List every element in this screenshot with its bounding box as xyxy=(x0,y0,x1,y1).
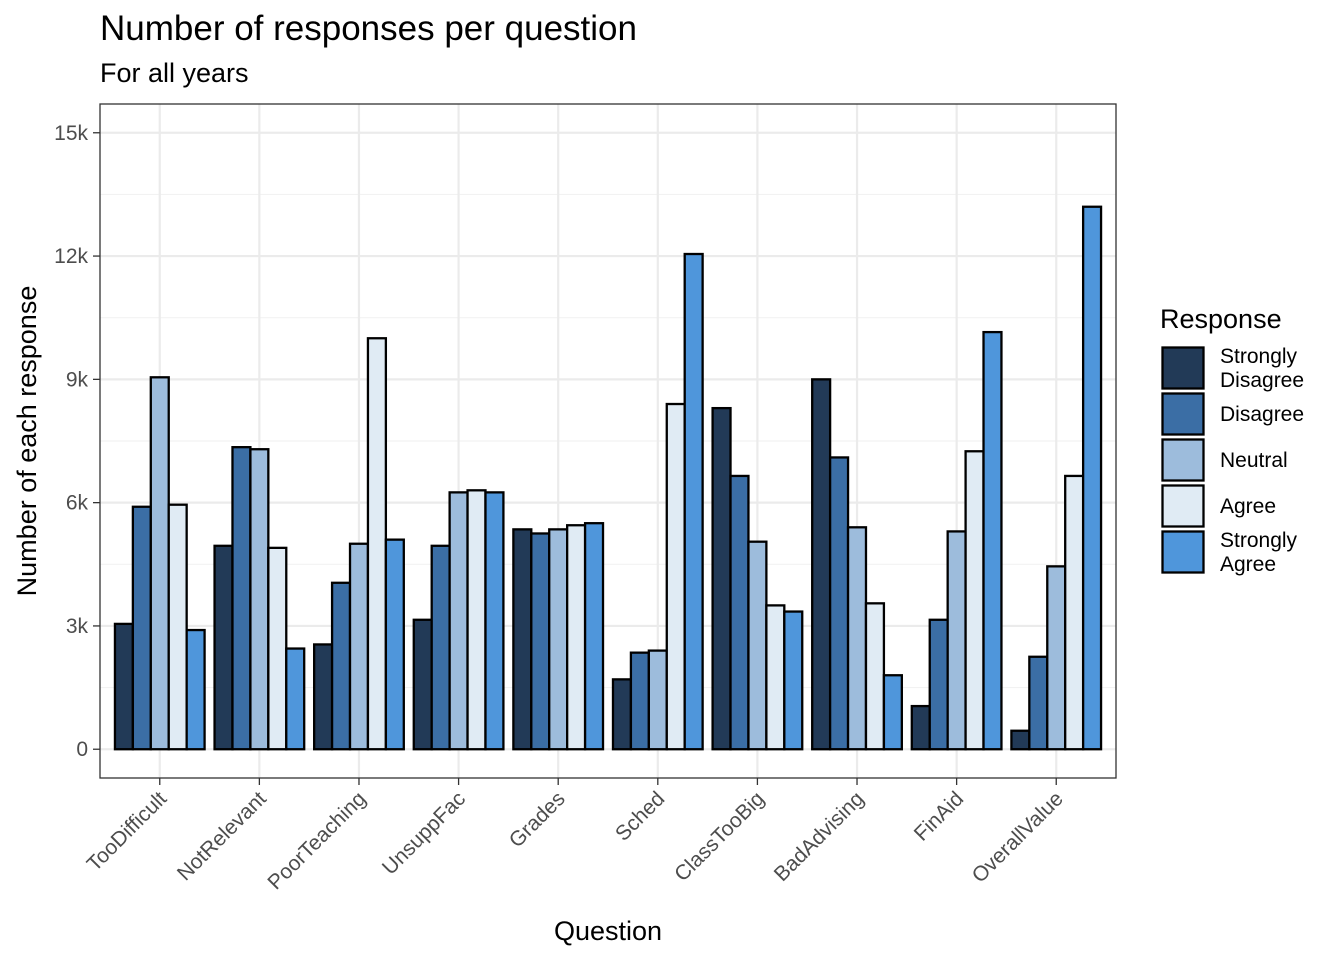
bar-poorteaching-agree xyxy=(366,337,388,751)
bar-sched-strongly-disagree xyxy=(611,678,633,751)
x-tick-label: FinAid xyxy=(910,787,968,845)
bar-poorteaching-disagree xyxy=(330,581,352,751)
bar-toodifficult-neutral xyxy=(149,376,170,751)
legend-label-strongly-agree: Agree xyxy=(1220,553,1276,576)
bar-unsuppfac-disagree xyxy=(430,544,451,751)
bar-overallvalue-strongly-disagree xyxy=(1010,729,1031,751)
bar-notrelevant-strongly-disagree xyxy=(213,544,234,751)
x-tick-label: UnsuppFac xyxy=(378,787,470,879)
legend-title: Response xyxy=(1160,304,1282,334)
bar-overallvalue-strongly-agree xyxy=(1081,205,1103,751)
bar-finaid-agree xyxy=(964,450,985,751)
bar-poorteaching-neutral xyxy=(348,542,370,751)
bar-badadvising-neutral xyxy=(846,526,868,751)
bar-badadvising-agree xyxy=(864,602,886,751)
legend-label-agree: Agree xyxy=(1220,495,1276,518)
chart-subtitle: For all years xyxy=(100,58,249,88)
x-tick-label: ClassTooBig xyxy=(670,787,769,886)
bar-classtoobig-strongly-disagree xyxy=(711,406,732,751)
bar-sched-neutral xyxy=(647,649,668,751)
legend-key-disagree xyxy=(1161,392,1205,436)
y-tick-label: 0 xyxy=(76,738,88,761)
bar-finaid-disagree xyxy=(928,618,949,751)
legend-label-strongly-agree: Strongly xyxy=(1220,529,1298,552)
y-tick-label: 3k xyxy=(66,615,89,638)
x-tick-label: Sched xyxy=(611,787,669,845)
bar-finaid-strongly-agree xyxy=(982,330,1003,751)
bar-notrelevant-agree xyxy=(267,546,288,751)
bar-sched-strongly-agree xyxy=(683,252,704,751)
bar-poorteaching-strongly-agree xyxy=(384,538,405,751)
bar-classtoobig-neutral xyxy=(747,540,768,751)
legend-label-neutral: Neutral xyxy=(1220,449,1288,472)
x-axis-title: Question xyxy=(554,916,662,946)
x-tick-label: BadAdvising xyxy=(770,787,869,886)
bar-unsuppfac-neutral xyxy=(448,491,469,751)
bar-classtoobig-disagree xyxy=(729,474,750,751)
bar-finaid-neutral xyxy=(946,530,967,751)
bar-badadvising-disagree xyxy=(828,456,850,751)
y-tick-label: 15k xyxy=(54,122,88,145)
bar-notrelevant-strongly-agree xyxy=(285,647,306,751)
x-tick-label: TooDifficult xyxy=(83,787,172,876)
bar-toodifficult-strongly-disagree xyxy=(113,622,135,751)
legend-key-agree xyxy=(1161,484,1205,528)
bar-sched-disagree xyxy=(629,651,650,751)
bar-sched-agree xyxy=(665,402,686,751)
bar-poorteaching-strongly-disagree xyxy=(313,643,334,751)
plot-panel-border xyxy=(99,103,1117,779)
legend-label-disagree: Disagree xyxy=(1220,403,1304,426)
bar-unsuppfac-agree xyxy=(466,489,487,751)
bar-grades-strongly-disagree xyxy=(512,528,533,751)
bar-grades-agree xyxy=(566,524,587,751)
bar-overallvalue-agree xyxy=(1064,474,1085,751)
bar-grades-neutral xyxy=(548,528,569,751)
bar-toodifficult-agree xyxy=(167,503,188,751)
bar-grades-strongly-agree xyxy=(583,522,605,751)
legend: Response StronglyDisagreeDisagreeNeutral… xyxy=(1160,304,1304,576)
bar-unsuppfac-strongly-agree xyxy=(484,491,505,751)
legend-key-strongly-agree xyxy=(1161,530,1205,574)
bar-classtoobig-strongly-agree xyxy=(783,610,804,751)
bar-overallvalue-neutral xyxy=(1046,565,1067,751)
legend-key-strongly-disagree xyxy=(1161,346,1205,390)
x-tick-label: PoorTeaching xyxy=(263,787,370,894)
bar-badadvising-strongly-agree xyxy=(882,674,903,751)
y-axis-title: Number of each response xyxy=(12,286,42,597)
x-tick-label: OverallValue xyxy=(968,787,1068,887)
chart-title: Number of responses per question xyxy=(100,9,637,48)
bar-classtoobig-agree xyxy=(765,604,786,751)
y-tick-label: 6k xyxy=(66,492,89,515)
bar-toodifficult-disagree xyxy=(131,505,152,751)
bar-notrelevant-neutral xyxy=(249,448,270,751)
y-tick-label: 9k xyxy=(66,368,89,391)
bar-toodifficult-strongly-agree xyxy=(185,628,206,751)
x-tick-label: Grades xyxy=(505,787,570,852)
x-tick-label: NotRelevant xyxy=(173,787,271,885)
legend-label-strongly-disagree: Strongly xyxy=(1220,345,1298,368)
bar-unsuppfac-strongly-disagree xyxy=(412,618,433,751)
bar-finaid-strongly-disagree xyxy=(910,704,931,751)
bar-grades-disagree xyxy=(530,532,551,751)
bar-notrelevant-disagree xyxy=(231,446,252,751)
bar-overallvalue-disagree xyxy=(1028,655,1049,751)
legend-label-strongly-disagree: Disagree xyxy=(1220,369,1304,392)
legend-key-neutral xyxy=(1161,438,1205,482)
bars xyxy=(113,205,1103,751)
y-tick-label: 12k xyxy=(54,245,88,268)
bar-badadvising-strongly-disagree xyxy=(811,378,832,751)
